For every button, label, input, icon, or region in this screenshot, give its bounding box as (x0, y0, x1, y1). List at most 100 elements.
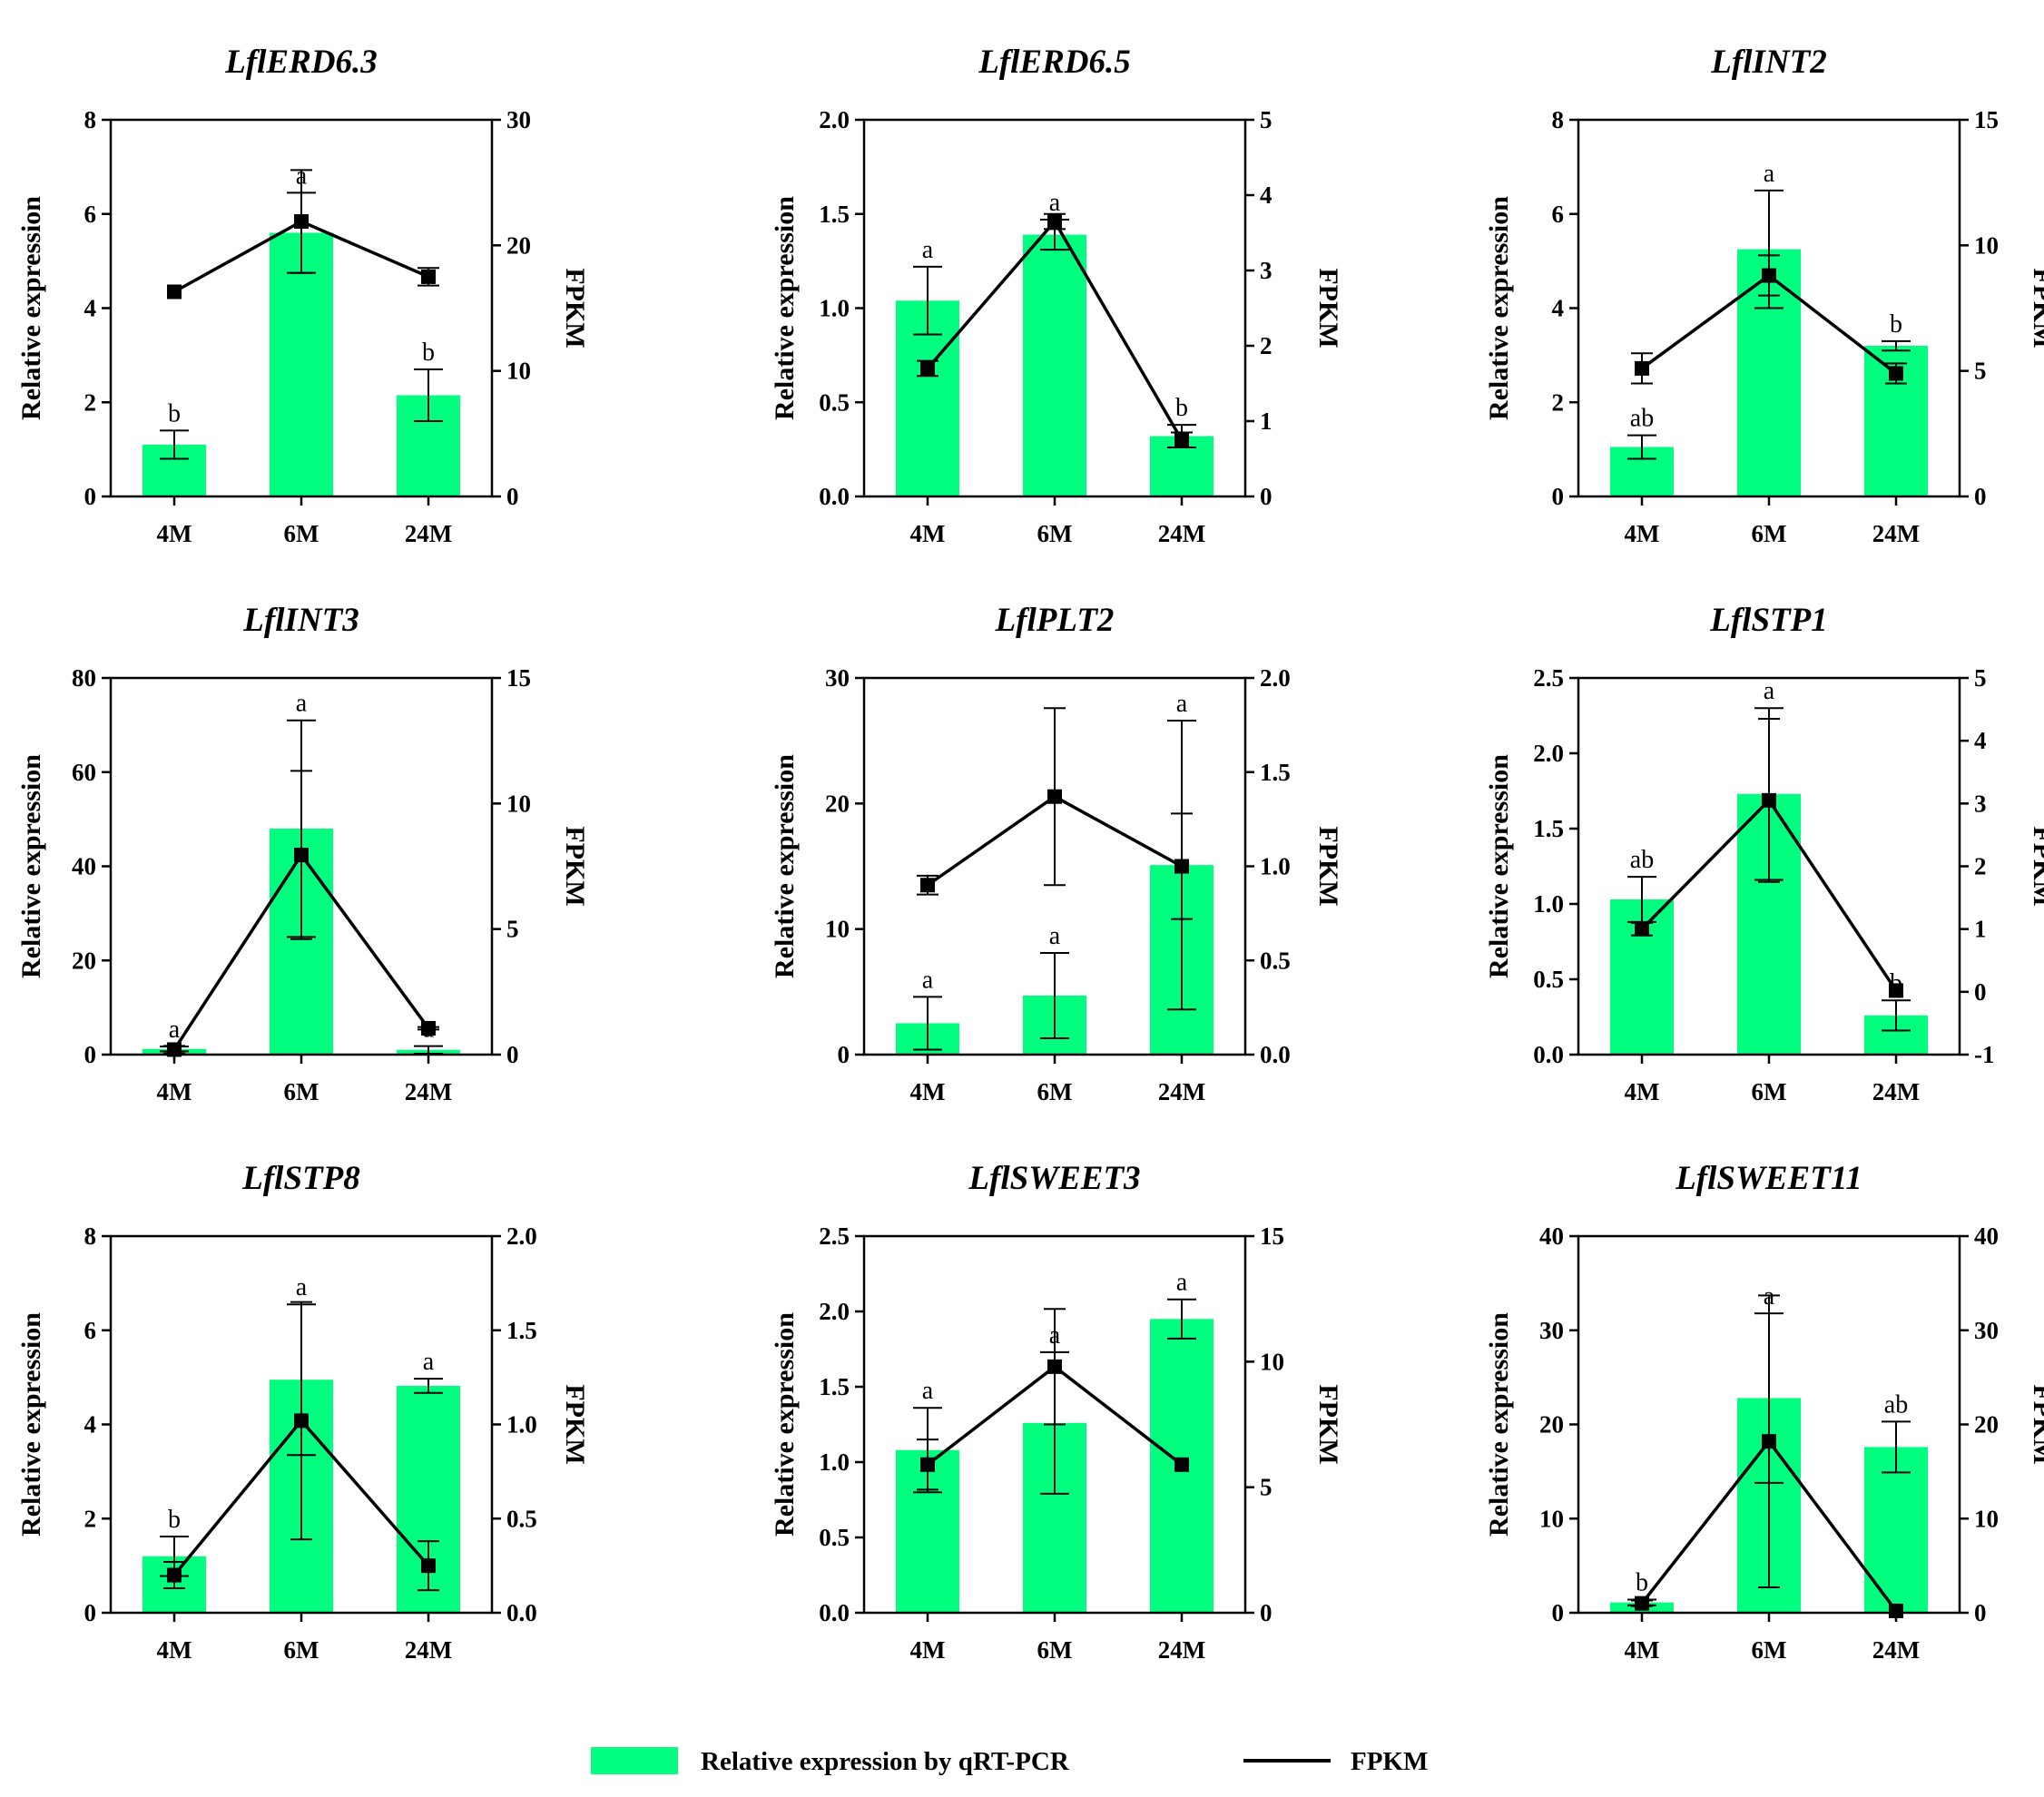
left-tick-label: 40 (72, 853, 96, 880)
right-tick-label: 20 (1974, 1411, 1999, 1439)
left-axis-label: Relative expression (16, 196, 46, 420)
right-tick-label: 1.0 (506, 1411, 537, 1439)
chart-title: LflPLT2 (995, 602, 1115, 639)
significance-label: a (922, 966, 934, 994)
left-tick-label: 6 (84, 1317, 97, 1344)
right-tick-label: -1 (1974, 1041, 1995, 1068)
fpkm-point (1889, 366, 1903, 381)
chart-title: LflSTP1 (1709, 602, 1827, 639)
left-tick-label: 0.0 (819, 483, 850, 510)
left-tick-label: 20 (825, 790, 850, 817)
chart-title: LflSWEET11 (1675, 1160, 1862, 1197)
right-axis-label: FPKM (1313, 826, 1343, 906)
x-tick-label: 6M (1752, 1078, 1787, 1105)
x-tick-label: 6M (1752, 520, 1787, 547)
chart-panels: LflERD6.3bab0246801020304M6M24MRelative … (16, 44, 2044, 1664)
significance-label: a (296, 1273, 308, 1301)
left-tick-label: 1.0 (1533, 890, 1564, 918)
right-tick-label: 10 (506, 790, 531, 817)
chart-panel: LflSWEET11baab0102030400102030404M6M24MR… (1484, 1160, 2044, 1664)
left-tick-label: 4 (1552, 295, 1565, 322)
fpkm-point (1047, 789, 1062, 804)
right-tick-label: 5 (1260, 1474, 1273, 1501)
bar (1023, 234, 1086, 496)
right-axis-label: FPKM (560, 1384, 590, 1464)
chart-title: LflINT3 (242, 602, 359, 639)
left-tick-label: 2 (84, 1505, 97, 1532)
right-tick-label: 0.0 (1260, 1041, 1291, 1068)
left-tick-label: 30 (825, 664, 850, 692)
left-axis-label: Relative expression (770, 196, 800, 420)
left-tick-label: 1.0 (819, 295, 850, 322)
right-tick-label: 2 (1260, 332, 1273, 359)
significance-label: b (1636, 1568, 1648, 1596)
fpkm-point (1047, 214, 1062, 230)
right-tick-label: 15 (506, 664, 531, 692)
left-axis-label: Relative expression (770, 1312, 800, 1537)
left-tick-label: 0 (838, 1041, 850, 1068)
chart-panel: LflSTP8 b a a 0 2 4 6 8 0.0 0.5 1.0 1.5 2.0 4M 6M 24M Rel… (16, 1160, 590, 1664)
chart-title: LflERD6.3 (224, 44, 378, 81)
significance-label: a (1176, 690, 1188, 718)
right-tick-label: 1 (1974, 916, 1987, 943)
right-tick-label: 0 (1260, 1599, 1273, 1626)
x-tick-label: 4M (157, 520, 192, 547)
chart-panel: LflSTP1abab0.00.51.01.52.02.5-10123454M6… (1484, 602, 2044, 1105)
fpkm-point (294, 848, 309, 863)
fpkm-point (421, 1558, 436, 1574)
x-tick-label: 6M (284, 520, 319, 547)
right-tick-label: 15 (1260, 1223, 1284, 1250)
left-axis-label: Relative expression (770, 754, 800, 978)
chart-panel: LflERD6.5 a a b 0.0 0.5 1.0 1.5 2.0 0 1 2 3 4 5 4M 6M 24M… (770, 44, 1343, 547)
x-tick-label: 4M (157, 1636, 192, 1664)
significance-label: a (1176, 1269, 1188, 1297)
right-tick-label: 1 (1260, 408, 1273, 435)
x-tick-label: 24M (1872, 1078, 1920, 1105)
x-tick-label: 4M (157, 1078, 192, 1105)
left-tick-label: 20 (72, 947, 96, 974)
left-tick-label: 1.5 (819, 201, 850, 228)
left-tick-label: 60 (72, 759, 96, 786)
right-tick-label: 40 (1974, 1223, 1999, 1250)
fpkm-point (167, 1042, 182, 1057)
fpkm-point (920, 878, 935, 893)
left-tick-label: 10 (825, 916, 850, 943)
fpkm-point (1635, 360, 1649, 376)
left-tick-label: 10 (1539, 1505, 1564, 1532)
significance-label: b (422, 339, 435, 367)
right-tick-label: 10 (506, 358, 531, 385)
right-tick-label: 4 (1260, 182, 1273, 209)
chart-panel: LflINT3aaa0204060800510154M6M24MRelative… (16, 602, 590, 1105)
left-tick-label: 4 (84, 1411, 97, 1439)
right-tick-label: 20 (506, 231, 531, 259)
x-tick-label: 24M (405, 1636, 452, 1664)
left-axis-label: Relative expression (1484, 1312, 1514, 1537)
legend: Relative expression by qRT-PCR FPKM (591, 1747, 1428, 1776)
left-tick-label: 0 (84, 1041, 97, 1068)
left-tick-label: 4 (84, 295, 97, 322)
right-axis-label: FPKM (2028, 826, 2044, 906)
left-tick-label: 0 (84, 1599, 97, 1626)
legend-bar-label: Relative expression by qRT-PCR (701, 1747, 1070, 1776)
right-tick-label: 0.5 (506, 1505, 537, 1532)
significance-label: a (423, 1348, 435, 1376)
significance-label: ab (1630, 846, 1654, 874)
left-tick-label: 1.5 (819, 1373, 850, 1400)
right-tick-label: 2 (1974, 853, 1987, 880)
x-tick-label: 6M (1037, 520, 1073, 547)
right-axis-label: FPKM (2028, 268, 2044, 348)
x-tick-label: 4M (1625, 1636, 1660, 1664)
fpkm-point (1174, 1457, 1189, 1472)
fpkm-point (1174, 432, 1189, 447)
left-tick-label: 20 (1539, 1411, 1564, 1439)
x-tick-label: 24M (405, 520, 452, 547)
left-tick-label: 8 (1552, 106, 1565, 133)
fpkm-point (1635, 1596, 1649, 1611)
left-tick-label: 1.0 (819, 1448, 850, 1476)
x-tick-label: 4M (1625, 520, 1660, 547)
right-tick-label: 0.0 (506, 1599, 537, 1626)
left-tick-label: 0.0 (819, 1599, 850, 1626)
right-tick-label: 2.0 (1260, 664, 1291, 692)
right-tick-label: 1.5 (506, 1317, 537, 1344)
